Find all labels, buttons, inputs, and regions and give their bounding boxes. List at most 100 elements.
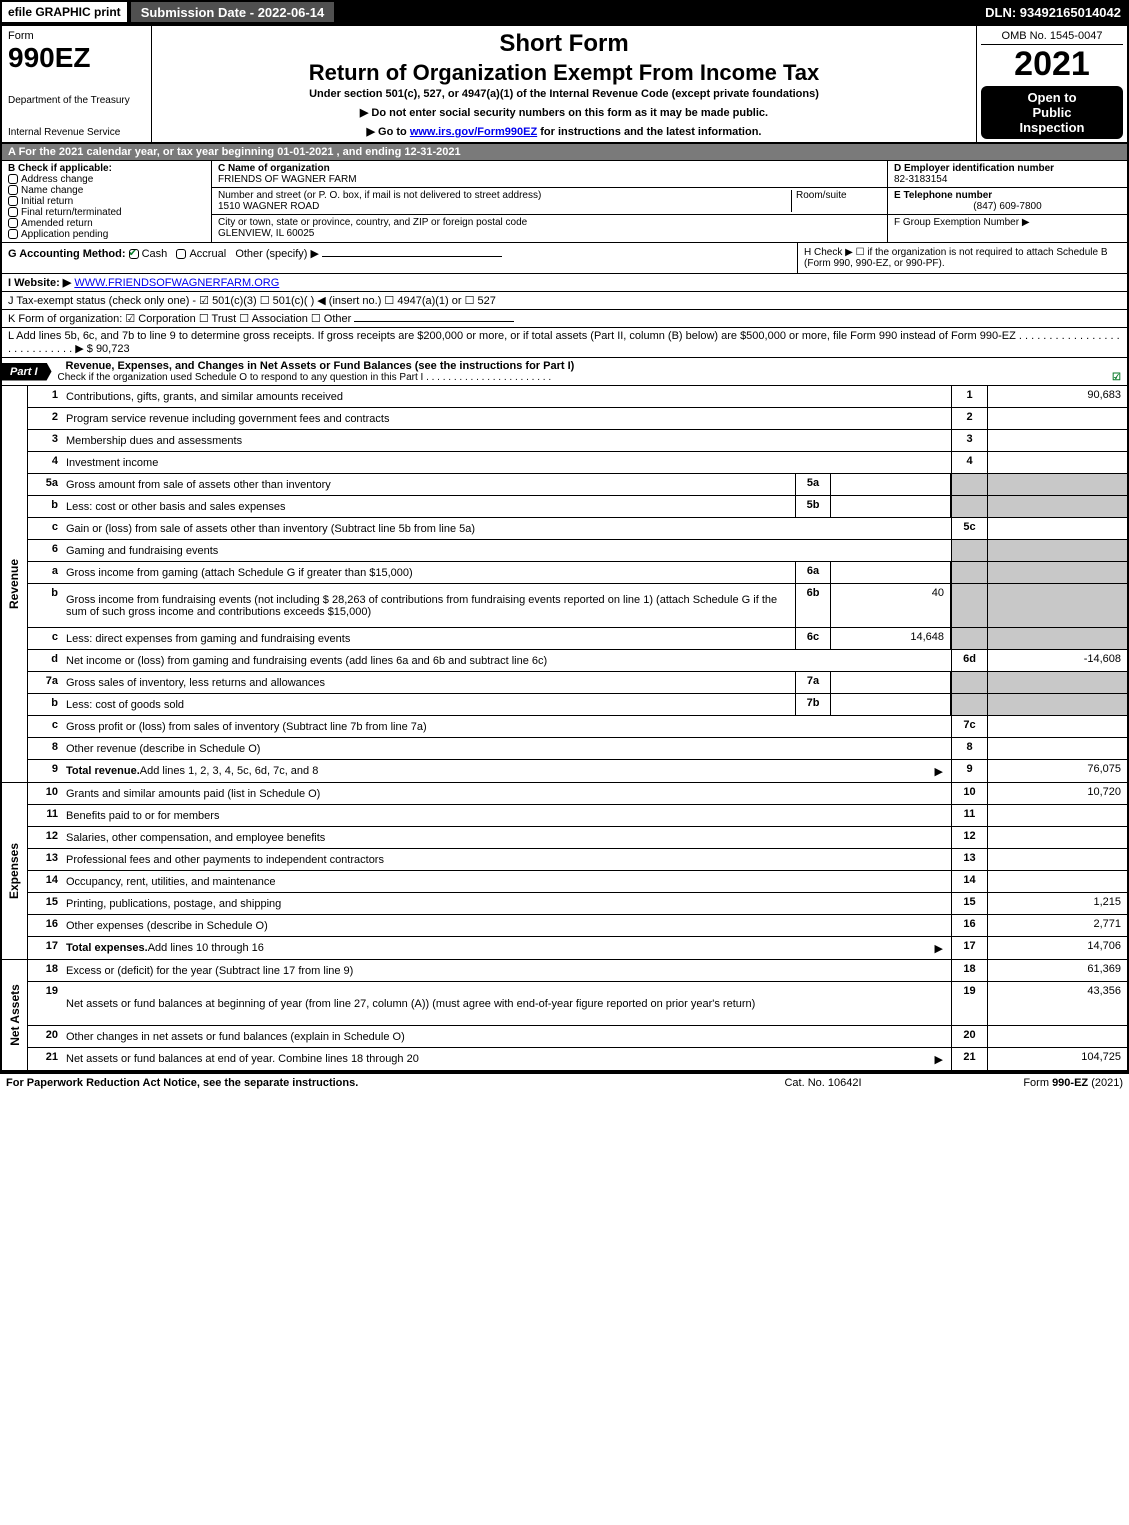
subline-value [831,474,951,495]
accrual-label: Accrual [189,248,226,260]
section-a: A For the 2021 calendar year, or tax yea… [2,144,1127,161]
revenue-side-label: Revenue [2,386,28,782]
line-c: cGain or (loss) from sale of assets othe… [28,518,1127,540]
line-a: aGross income from gaming (attach Schedu… [28,562,1127,584]
other-org-input[interactable] [354,321,514,322]
grey-val [987,540,1127,561]
line-num: a [28,562,62,583]
ein-value: 82-3183154 [894,174,1121,185]
grey-box [951,694,987,715]
line-14: 14Occupancy, rent, utilities, and mainte… [28,871,1127,893]
line-value: 1,215 [987,893,1127,914]
cb-cash[interactable] [129,249,139,259]
section-def: D Employer identification number 82-3183… [887,161,1127,242]
subline-value: 14,648 [831,628,951,649]
section-l: L Add lines 5b, 6c, and 7b to line 9 to … [2,328,1127,358]
line-17: 17Total expenses. Add lines 10 through 1… [28,937,1127,959]
other-specify-input[interactable] [322,256,502,257]
line-num: 5a [28,474,62,495]
other-specify-label: Other (specify) ▶ [235,248,319,260]
arrow-icon: ▶ [935,1053,947,1066]
section-gh: G Accounting Method: Cash Accrual Other … [2,243,1127,274]
cb-application-pending[interactable]: Application pending [8,229,205,240]
line-text: Total expenses. Add lines 10 through 16 … [62,937,951,959]
arrow-icon: ▶ [935,765,947,778]
section-j: J Tax-exempt status (check only one) - ☑… [2,292,1127,310]
section-i: I Website: ▶ WWW.FRIENDSOFWAGNERFARM.ORG [2,274,1127,292]
subline-num: 6b [795,584,831,627]
subline-num: 5b [795,496,831,517]
line-box: 16 [951,915,987,936]
goto-prefix: ▶ Go to [367,126,410,138]
subline-num: 5a [795,474,831,495]
street-label: Number and street (or P. O. box, if mail… [218,190,791,201]
subline-value: 40 [831,584,951,627]
arrow-icon: ▶ [935,942,947,955]
line-b: bGross income from fundraising events (n… [28,584,1127,628]
dln-label: DLN: 93492165014042 [977,0,1129,24]
line-text: Gaming and fundraising events [62,540,951,561]
grey-val [987,672,1127,693]
line-7a: 7aGross sales of inventory, less returns… [28,672,1127,694]
line-value [987,738,1127,759]
line-text: Net assets or fund balances at beginning… [62,982,951,1025]
line-1: 1Contributions, gifts, grants, and simil… [28,386,1127,408]
section-c: C Name of organization FRIENDS OF WAGNER… [212,161,887,242]
form-container: Form 990EZ Department of the Treasury In… [0,24,1129,1074]
open-line2: Public [983,105,1121,120]
line-value: 104,725 [987,1048,1127,1070]
form-title: Return of Organization Exempt From Incom… [158,60,970,86]
line-text: Benefits paid to or for members [62,805,951,826]
irs-link[interactable]: www.irs.gov/Form990EZ [410,126,537,138]
grey-box [951,672,987,693]
line-value: -14,608 [987,650,1127,671]
line-box: 13 [951,849,987,870]
line-num: 1 [28,386,62,407]
cb-final-return[interactable]: Final return/terminated [8,207,205,218]
line-text: Less: cost or other basis and sales expe… [62,496,795,517]
city-label: City or town, state or province, country… [218,217,881,228]
line-num: 16 [28,915,62,936]
line-text: Printing, publications, postage, and shi… [62,893,951,914]
line-text: Net income or (loss) from gaming and fun… [62,650,951,671]
line-text: Other changes in net assets or fund bala… [62,1026,951,1047]
line-value [987,827,1127,848]
line-value: 43,356 [987,982,1127,1025]
website-label: I Website: ▶ [8,277,71,289]
tel-value: (847) 609-7800 [894,201,1121,212]
line-num: c [28,518,62,539]
org-name-label: C Name of organization [218,163,881,174]
line-text: Less: cost of goods sold [62,694,795,715]
line-value [987,452,1127,473]
line-num: 4 [28,452,62,473]
cb-name-change[interactable]: Name change [8,185,205,196]
subline-num: 7b [795,694,831,715]
section-h: H Check ▶ ☐ if the organization is not r… [797,243,1127,273]
line-13: 13Professional fees and other payments t… [28,849,1127,871]
subline-num: 6a [795,562,831,583]
line-6: 6Gaming and fundraising events [28,540,1127,562]
line-value: 10,720 [987,783,1127,804]
line-num: d [28,650,62,671]
cb-initial-return[interactable]: Initial return [8,196,205,207]
part-1-header: Part I Revenue, Expenses, and Changes in… [2,358,1127,386]
line-18: 18Excess or (deficit) for the year (Subt… [28,960,1127,982]
cb-address-change[interactable]: Address change [8,174,205,185]
cb-accrual[interactable] [176,249,186,259]
line-text: Program service revenue including govern… [62,408,951,429]
goto-suffix: for instructions and the latest informat… [537,126,761,138]
line-num: 12 [28,827,62,848]
form-word: Form [8,30,145,42]
line-3: 3Membership dues and assessments3 [28,430,1127,452]
website-link[interactable]: WWW.FRIENDSOFWAGNERFARM.ORG [74,277,279,289]
city-value: GLENVIEW, IL 60025 [218,228,881,239]
tel-label: E Telephone number [894,190,1121,201]
grey-val [987,474,1127,495]
line-num: 14 [28,871,62,892]
cb-amended-return[interactable]: Amended return [8,218,205,229]
line-19: 19Net assets or fund balances at beginni… [28,982,1127,1026]
efile-print-label[interactable]: efile GRAPHIC print [0,0,129,24]
dept-treasury: Department of the Treasury [8,95,145,106]
section-b: B Check if applicable: Address change Na… [2,161,212,242]
line-text: Net assets or fund balances at end of ye… [62,1048,951,1070]
